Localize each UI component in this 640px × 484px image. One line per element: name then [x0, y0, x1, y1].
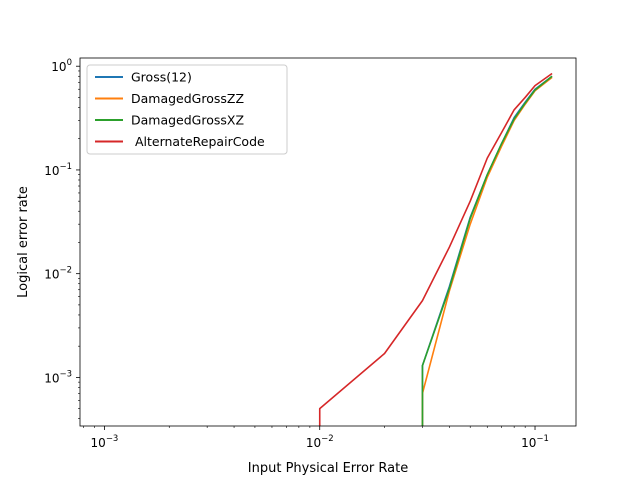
x-tick-label: 10−3	[91, 434, 119, 450]
legend-label-3: DamagedGrossXZ	[131, 113, 244, 128]
x-tick-label: 10−1	[521, 434, 549, 450]
y-tick-label: 10−1	[44, 162, 72, 178]
legend-label-4: AlternateRepairCode	[131, 134, 265, 149]
series-line-3	[421, 75, 553, 426]
x-axis-label: Input Physical Error Rate	[248, 461, 408, 476]
x-tick-label: 10−2	[306, 434, 334, 450]
series-layer	[318, 72, 553, 426]
legend-box	[86, 64, 288, 155]
legend: Gross(12) DamagedGrossZZ DamagedGrossXZ Al…	[86, 64, 288, 155]
y-tick-label: 100	[51, 58, 72, 74]
plot-frame	[79, 57, 577, 427]
y-axis-label: Logical error rate	[16, 186, 31, 298]
y-tick-label: 10−2	[44, 266, 72, 282]
ticks-layer: 10−3 10−2 10−1 10−3 10−2 10−1 100	[44, 58, 549, 450]
legend-label-1: Gross(12)	[131, 70, 192, 85]
series-line-4	[318, 72, 553, 426]
y-tick-label: 10−3	[44, 369, 72, 385]
legend-label-2: DamagedGrossZZ	[131, 91, 244, 106]
